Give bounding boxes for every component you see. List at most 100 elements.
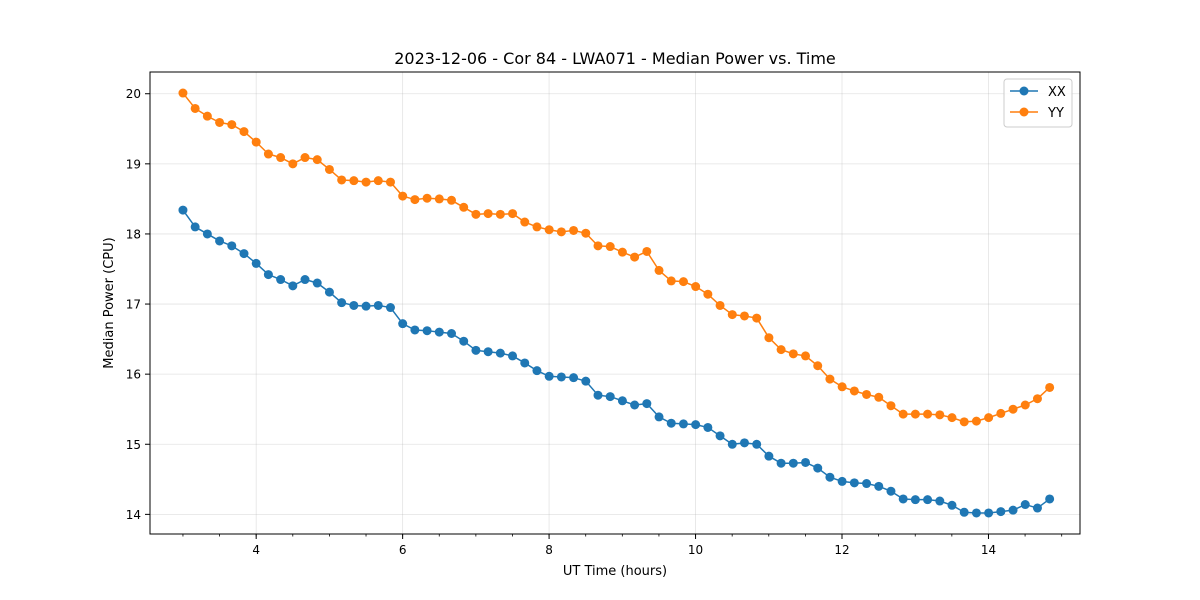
data-point	[422, 326, 432, 336]
legend-label-yy: YY	[1047, 106, 1064, 121]
data-point	[385, 303, 395, 313]
data-point	[910, 409, 920, 419]
data-point	[678, 277, 688, 287]
data-point	[935, 496, 945, 506]
y-tick-label: 17	[126, 298, 141, 312]
data-point	[1045, 494, 1055, 504]
series-layer	[178, 88, 1055, 518]
data-point	[276, 153, 286, 163]
series-xx	[178, 205, 1055, 518]
legend-marker-xx	[1019, 86, 1029, 96]
data-point	[984, 508, 994, 518]
legend-marker-yy	[1019, 107, 1029, 117]
y-tick-label: 15	[126, 438, 141, 452]
x-tick-label: 8	[545, 543, 553, 557]
data-point	[398, 319, 408, 329]
data-point	[532, 222, 542, 232]
y-tick-label: 19	[126, 157, 141, 171]
data-point	[678, 419, 688, 429]
data-point	[276, 275, 286, 285]
data-point	[447, 329, 457, 338]
data-point	[642, 399, 652, 409]
data-point	[471, 209, 481, 219]
data-point	[898, 409, 908, 419]
data-point	[459, 336, 469, 346]
data-point	[862, 479, 872, 489]
data-point	[398, 191, 408, 201]
data-point	[1032, 394, 1042, 404]
data-point	[300, 153, 310, 163]
data-point	[715, 431, 725, 441]
data-point	[337, 298, 347, 308]
data-point	[984, 413, 994, 423]
data-point	[739, 438, 749, 448]
data-point	[556, 372, 566, 382]
data-point	[801, 457, 811, 467]
data-point	[263, 149, 273, 159]
grid-lines	[150, 72, 1080, 534]
data-point	[324, 164, 334, 174]
data-point	[825, 374, 835, 384]
data-point	[715, 300, 725, 310]
data-point	[251, 258, 261, 268]
y-tick-label: 14	[126, 508, 141, 522]
data-point	[239, 127, 249, 137]
data-point	[349, 176, 359, 186]
data-point	[178, 205, 188, 215]
data-point	[434, 194, 444, 204]
data-point	[1020, 400, 1030, 410]
legend-label-xx: XX	[1048, 85, 1066, 100]
data-point	[788, 458, 798, 468]
data-point	[593, 390, 603, 400]
x-axis: 4 6 8 10 12 14	[182, 534, 1063, 557]
data-point	[666, 276, 676, 286]
data-point	[776, 345, 786, 355]
data-point	[495, 209, 505, 219]
data-point	[300, 275, 310, 285]
plot-area	[150, 72, 1080, 534]
data-point	[642, 246, 652, 256]
data-point	[178, 88, 188, 98]
data-point	[605, 242, 615, 252]
data-point	[508, 209, 518, 219]
data-point	[654, 412, 664, 422]
data-point	[361, 301, 371, 311]
data-point	[349, 300, 359, 310]
data-point	[654, 265, 664, 275]
data-point	[825, 472, 835, 482]
data-point	[422, 193, 432, 203]
y-tick-label: 20	[126, 87, 141, 101]
data-point	[520, 358, 530, 368]
data-point	[837, 382, 847, 392]
data-point	[691, 282, 701, 292]
data-point	[544, 371, 554, 381]
data-point	[239, 249, 249, 259]
data-point	[434, 327, 444, 337]
data-point	[312, 278, 322, 288]
data-point	[215, 236, 225, 246]
data-point	[617, 396, 627, 406]
data-point	[605, 392, 615, 402]
data-point	[776, 458, 786, 468]
plot-frame	[149, 71, 1081, 535]
x-axis-label: UT Time (hours)	[563, 564, 667, 579]
data-point	[324, 287, 334, 297]
data-point	[923, 409, 933, 419]
data-point	[801, 351, 811, 361]
data-point	[837, 476, 847, 486]
data-point	[923, 495, 933, 505]
series-yy	[178, 88, 1055, 427]
data-point	[862, 389, 872, 399]
chart-title: 2023-12-06 - Cor 84 - LWA071 - Median Po…	[394, 49, 836, 68]
data-point	[483, 347, 493, 357]
data-point	[581, 228, 591, 238]
y-tick-label: 18	[126, 227, 141, 241]
data-point	[288, 281, 298, 291]
data-point	[288, 159, 298, 169]
data-point	[556, 227, 566, 237]
data-point	[227, 241, 237, 251]
data-point	[764, 451, 774, 461]
data-point	[520, 217, 530, 227]
data-point	[581, 376, 591, 386]
